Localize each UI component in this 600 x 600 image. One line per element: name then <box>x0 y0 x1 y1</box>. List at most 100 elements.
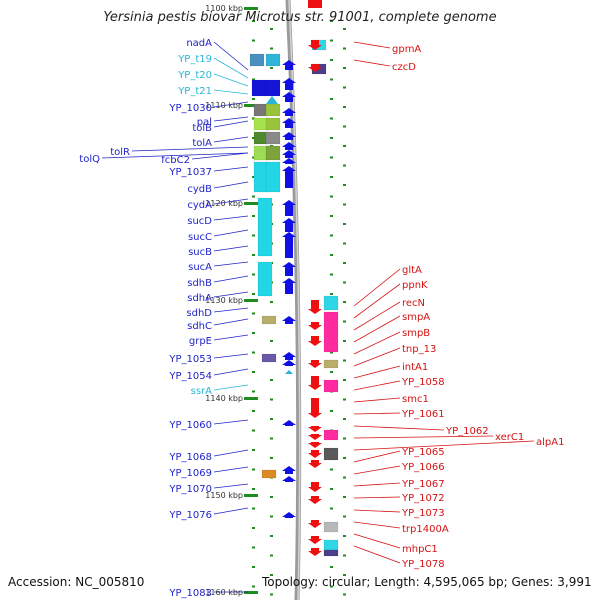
right-leader-line <box>353 440 535 451</box>
forward-gene-arrow <box>282 316 296 324</box>
tick-mark <box>343 359 346 362</box>
feature-block <box>265 79 281 97</box>
right-leader-line <box>353 482 401 487</box>
left-leader-line <box>213 307 249 313</box>
tick-mark <box>252 566 255 568</box>
left-leader-line <box>213 101 249 108</box>
right-leader-line <box>353 509 401 513</box>
forward-gene-arrow <box>282 512 296 518</box>
tick-mark <box>270 301 273 303</box>
tick-mark <box>330 351 333 354</box>
forward-gene-arrow <box>282 118 296 128</box>
accession-text: Accession: NC_005810 <box>8 575 145 589</box>
tick-mark <box>252 293 255 295</box>
tick-mark <box>343 535 346 537</box>
tick-mark <box>252 312 255 315</box>
left-gene-label: sucA <box>188 262 212 273</box>
gene-features <box>249 0 339 557</box>
left-gene-label: sdhA <box>187 293 212 304</box>
feature-block <box>261 469 277 479</box>
scale-tick <box>244 202 258 205</box>
tick-mark <box>343 67 346 69</box>
left-gene-label: YP_1068 <box>168 452 212 463</box>
tick-mark <box>252 39 255 42</box>
tick-mark <box>343 554 346 557</box>
tick-mark <box>343 184 346 186</box>
tick-mark <box>252 176 255 178</box>
left-leader-line <box>213 384 249 391</box>
tick-mark <box>270 398 273 401</box>
feature-block <box>257 197 273 257</box>
forward-gene-arrow <box>282 142 296 150</box>
feature-block <box>323 549 339 557</box>
left-leader-line <box>213 275 249 283</box>
feature-block <box>257 261 273 297</box>
forward-gene-arrow <box>282 132 296 140</box>
left-leader-line <box>213 245 249 252</box>
reverse-gene-arrow <box>308 460 322 468</box>
gene-labels: 1100 kbp 1110 kbp 1120 kbp 1130 kbp 1140 kbp… <box>79 4 564 599</box>
left-leader-line <box>213 89 249 95</box>
scale-tick <box>244 104 258 107</box>
tick-mark <box>252 546 255 549</box>
tick-mark <box>343 476 346 479</box>
left-gene-label: YP_1076 <box>168 510 212 521</box>
tick-mark <box>330 59 333 61</box>
tick-mark <box>330 488 333 490</box>
left-leader-line <box>213 368 249 376</box>
tick-mark <box>330 117 333 120</box>
tick-mark <box>252 20 255 22</box>
rna-arrow <box>285 370 293 374</box>
label-leader-lines <box>101 41 535 593</box>
reverse-gene-arrow <box>308 426 322 432</box>
tick-mark <box>343 515 346 518</box>
forward-gene-arrow <box>282 278 296 294</box>
left-leader-line <box>101 152 249 159</box>
tick-mark <box>330 39 333 42</box>
left-gene-label: tolQ <box>79 154 100 165</box>
left-gene-label: sucD <box>187 216 212 227</box>
scale-label: 1160 kbp <box>205 588 243 597</box>
forward-gene-arrow <box>282 476 296 482</box>
forward-gene-arrow <box>282 92 296 102</box>
reverse-gene-arrow <box>308 336 322 346</box>
right-gene-label: mhpC1 <box>402 544 438 555</box>
forward-gene-arrow <box>282 166 296 188</box>
tick-mark <box>252 78 255 81</box>
right-leader-line <box>353 41 391 49</box>
left-gene-label: cydB <box>187 184 212 195</box>
right-leader-line <box>353 412 401 415</box>
left-gene-label: sdhC <box>187 321 212 332</box>
tick-mark <box>252 117 255 120</box>
left-gene-label: YP_t19 <box>177 54 212 65</box>
tick-mark <box>252 137 255 139</box>
tick-mark <box>270 515 273 518</box>
left-leader-line <box>213 334 249 341</box>
reverse-gene-arrow <box>308 482 322 492</box>
reverse-gene-arrow <box>308 548 322 556</box>
right-gene-label: intA1 <box>402 362 428 373</box>
left-leader-line <box>213 136 249 143</box>
reverse-gene-arrow <box>308 0 322 8</box>
right-gene-label: tnp_13 <box>402 344 436 355</box>
left-leader-line <box>213 181 249 189</box>
tick-mark <box>252 410 255 412</box>
tick-mark <box>330 137 333 139</box>
tick-mark <box>252 351 255 354</box>
left-gene-label: YP_1037 <box>168 167 212 178</box>
tick-mark <box>343 496 346 498</box>
reverse-gene-arrow <box>308 300 322 314</box>
feature-block <box>251 79 267 97</box>
tick-mark <box>330 585 333 588</box>
forward-gene-arrow <box>282 352 296 360</box>
right-gene-label: YP_1073 <box>401 508 445 519</box>
feature-block <box>323 447 339 461</box>
tick-mark <box>343 203 346 206</box>
tick-mark <box>270 340 273 342</box>
genome-summary-text: Topology: circular; Length: 4,595,065 bp… <box>262 575 592 589</box>
reverse-gene-arrow <box>308 450 322 458</box>
right-gene-label: smpA <box>402 312 430 323</box>
right-leader-line <box>353 533 401 549</box>
